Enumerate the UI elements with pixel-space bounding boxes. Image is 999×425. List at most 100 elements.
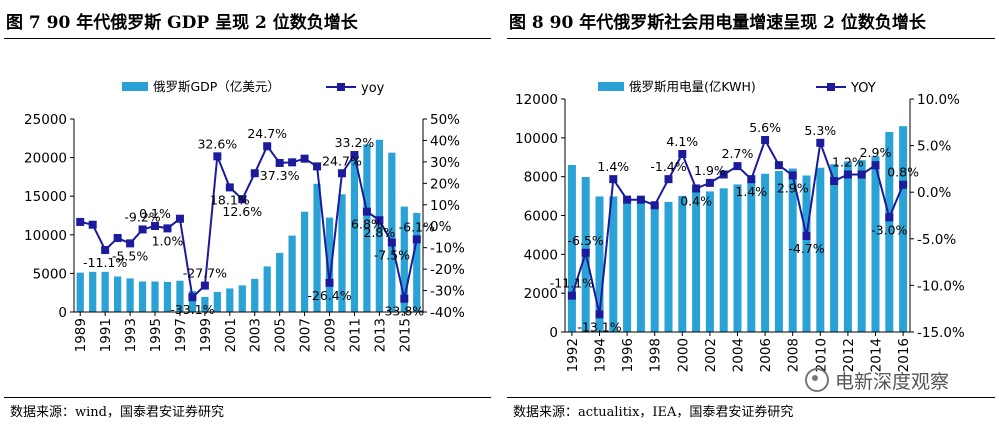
x-tick-label: 1995: [148, 318, 164, 352]
y-left-tick-label: 10000: [515, 131, 558, 147]
y-left-tick-label: 6000: [524, 209, 558, 225]
yoy-point: [774, 161, 783, 170]
bar: [126, 278, 134, 312]
data-label: 6.8%: [351, 217, 383, 232]
bar: [238, 285, 246, 312]
yoy-point: [88, 220, 97, 229]
bar: [747, 181, 756, 332]
yoy-point: [362, 207, 371, 216]
yoy-point: [705, 178, 714, 187]
bar: [816, 167, 825, 332]
bar: [567, 165, 576, 332]
y-left-tick-label: 0: [58, 305, 67, 321]
bar: [719, 188, 728, 332]
data-label: -11.1%: [83, 255, 127, 270]
bar: [325, 217, 334, 312]
bar: [899, 126, 908, 332]
legend-bar-swatch: [122, 82, 148, 91]
y-right-tick-label: 0%: [430, 219, 452, 235]
data-label: -7.5%: [374, 248, 410, 263]
yoy-point: [263, 142, 272, 151]
y-right-tick-label: -20%: [430, 262, 465, 278]
data-label: -27.7%: [183, 266, 227, 281]
y-right-tick-label: 50%: [430, 112, 460, 128]
y-left-tick-label: 5000: [33, 266, 67, 282]
y-left-tick-label: 4000: [524, 247, 558, 263]
y-right-tick-label: -40%: [430, 305, 465, 321]
x-tick-label: 1997: [173, 318, 189, 352]
x-tick-label: 1989: [73, 318, 89, 352]
yoy-point: [733, 162, 742, 171]
data-label: -13.1%: [577, 319, 621, 334]
yoy-point: [337, 169, 346, 178]
source-rule: [507, 397, 995, 398]
data-label: -6.5%: [568, 233, 604, 248]
yoy-point: [175, 214, 184, 223]
yoy-point: [250, 169, 259, 178]
yoy-point: [843, 170, 852, 179]
data-label: 2.7%: [722, 146, 754, 161]
data-label: 24.7%: [322, 153, 362, 168]
bar: [375, 139, 383, 312]
watermark-text: 电新深度观察: [835, 370, 950, 393]
source-note: 数据来源：wind，国泰君安证券研究: [10, 405, 224, 420]
bar: [163, 281, 172, 312]
data-label: -26.4%: [307, 288, 351, 303]
yoy-point: [113, 234, 122, 243]
y-left-tick-label: 20000: [24, 151, 67, 167]
y-right-tick-label: -15.0%: [917, 325, 965, 341]
x-tick-label: 2008: [786, 338, 802, 372]
bar: [595, 196, 604, 332]
x-tick-label: 1999: [198, 318, 214, 352]
yoy-point: [325, 278, 334, 287]
x-tick-label: 2009: [323, 318, 339, 352]
yoy-point: [138, 225, 147, 234]
x-tick-label: 2016: [896, 338, 912, 372]
y-left-tick-label: 12000: [515, 92, 558, 108]
yoy-point: [719, 170, 728, 179]
data-label: -5.5%: [112, 248, 148, 263]
y-right-tick-label: 10.0%: [917, 92, 960, 108]
yoy-point: [225, 183, 234, 192]
bar: [101, 271, 109, 312]
yoy-point: [300, 154, 309, 163]
yoy-point: [238, 195, 247, 204]
yoy-point: [788, 171, 797, 180]
gdp-chart: 俄罗斯GDP（亿美元） yoy 0 5000 10000 15000 20000 25000 -…: [24, 79, 465, 352]
y-right-tick-label: -10%: [430, 241, 465, 257]
bar: [338, 194, 346, 312]
data-label: 1.9%: [694, 163, 726, 178]
x-tick-label: 1998: [648, 338, 664, 372]
data-label: 0.4%: [680, 193, 712, 208]
x-tick-label: 2005: [273, 318, 289, 352]
yoy-point: [213, 152, 222, 161]
x-tick-label: 2001: [223, 318, 239, 352]
yoy-point: [650, 201, 659, 210]
data-label: 1.2%: [832, 154, 864, 169]
data-label: 18.1%: [210, 192, 250, 207]
bar: [664, 201, 673, 332]
x-tick-label: 2006: [758, 338, 774, 372]
x-tick-label: 1994: [593, 338, 609, 372]
yoy-point: [857, 170, 866, 179]
legend-bar-swatch: [598, 82, 624, 91]
x-tick-label: 2014: [869, 338, 885, 372]
bar: [176, 280, 184, 312]
yoy-point: [664, 175, 673, 184]
bar: [213, 291, 221, 312]
bar: [388, 152, 396, 312]
figure-title: 图 7 90 年代俄罗斯 GDP 呈现 2 位数负增长: [6, 13, 358, 33]
x-tick-label: 2002: [703, 338, 719, 372]
electricity-chart: 俄罗斯用电量(亿KWH) YOY 0 2000 4000 6000 8000 10000 120…: [515, 79, 965, 372]
yoy-point: [163, 224, 172, 233]
bar: [276, 252, 284, 312]
data-label: 32.6%: [197, 136, 237, 151]
data-label: 5.6%: [749, 120, 781, 135]
bar: [76, 272, 84, 312]
yoy-point: [313, 162, 322, 171]
x-tick-label: 2012: [841, 338, 857, 372]
y-left-tick-label: 8000: [524, 170, 558, 186]
data-label: -1.4%: [650, 159, 686, 174]
y-right-tick-label: 30%: [430, 155, 460, 171]
data-label: 37.3%: [260, 168, 300, 183]
